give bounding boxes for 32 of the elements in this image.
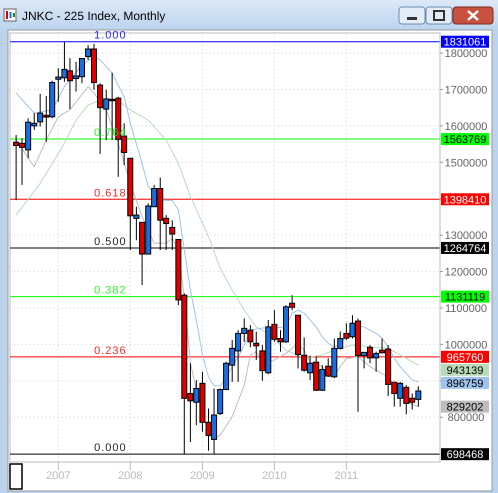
- y-tick-label: 1500000: [444, 157, 488, 170]
- ref-line-label: 698468: [446, 449, 484, 462]
- ref-line-label: 1563769: [444, 134, 486, 146]
- x-tick-label: 2007: [46, 470, 71, 482]
- x-tick-label: 2010: [262, 470, 287, 482]
- annotation: 0.236: [94, 344, 127, 357]
- text: 943139: [446, 364, 484, 377]
- x-tick-label: 2009: [190, 470, 215, 482]
- ref-line-label: 1831061: [444, 36, 486, 49]
- y-tick-label: 1300000: [444, 230, 488, 242]
- annotation: 0.618: [94, 187, 127, 200]
- text: 896759: [446, 378, 484, 390]
- y-tick-label: 1600000: [444, 120, 488, 133]
- y-tick-label: 1200000: [444, 266, 488, 279]
- text: 829202: [446, 402, 484, 414]
- y-tick-label: 1000000: [444, 339, 488, 352]
- x-tick-label: 2011: [334, 470, 358, 482]
- annotation: 0.000: [94, 442, 127, 454]
- y-tick-label: 1100000: [444, 302, 488, 315]
- x-tick-label: 2008: [118, 470, 143, 482]
- y-tick-label: 1700000: [444, 84, 488, 96]
- y-tick-label: 1800000: [444, 48, 488, 60]
- line-series: [16, 56, 419, 386]
- chart-title: JNKC - 225 Index, Monthly: [22, 9, 166, 23]
- annotation: 0.382: [94, 284, 127, 297]
- annotation: 1.000: [94, 30, 127, 42]
- annotation: 0.500: [94, 236, 127, 248]
- y-tick-label: 800000: [448, 412, 484, 424]
- ref-line-label: 1264764: [444, 242, 486, 255]
- ref-line-label: 1131119: [444, 292, 486, 304]
- ref-line-label: 965760: [446, 352, 484, 364]
- ref-line-label: 1398410: [444, 194, 486, 206]
